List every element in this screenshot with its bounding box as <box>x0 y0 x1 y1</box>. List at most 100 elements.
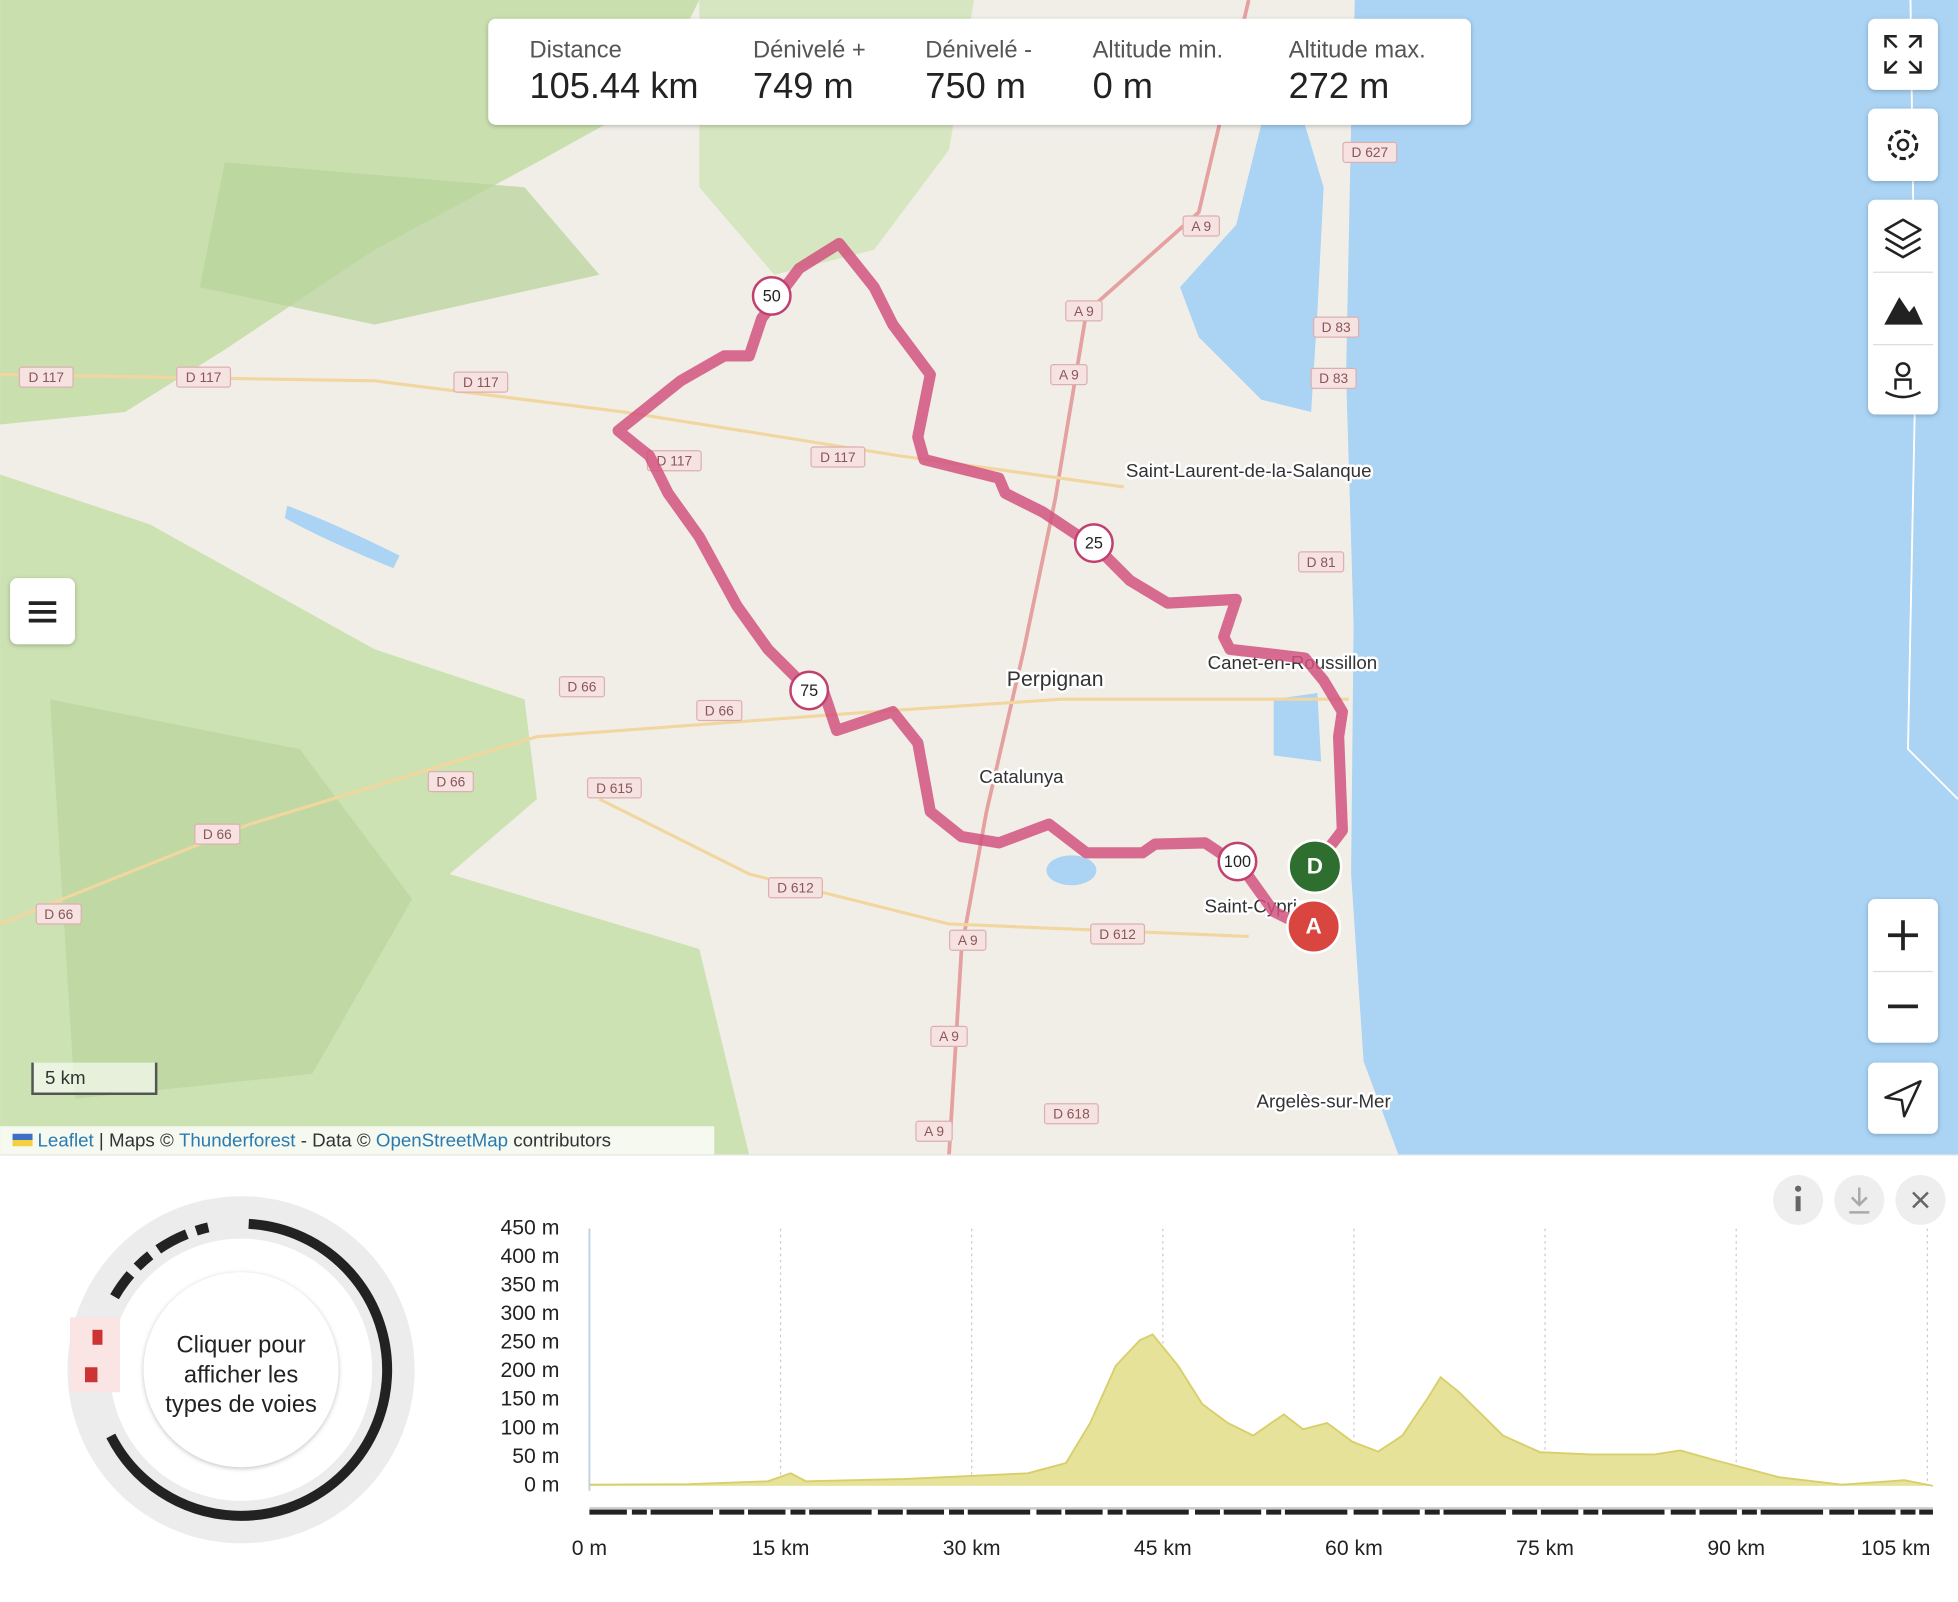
lagoon <box>1180 124 1324 413</box>
donut-center <box>143 1272 339 1468</box>
locate-icon <box>1884 1080 1922 1118</box>
y-tick-label: 150 m <box>500 1388 559 1411</box>
y-tick-label: 200 m <box>500 1359 559 1382</box>
road <box>0 373 1125 489</box>
person-icon <box>1895 362 1911 378</box>
road-label: D 66 <box>203 827 232 842</box>
flag <box>12 1133 33 1141</box>
road-types-chart[interactable]: Cliquer pour afficher les types de voies <box>41 1170 440 1569</box>
link[interactable]: OpenStreetMap <box>376 1129 508 1150</box>
y-tick-label: 300 m <box>500 1302 559 1325</box>
map[interactable]: D 627 A 9 A 9 A 9 D 83 D 83 D 117 D 117 D 117 D 1… <box>0 0 1958 1156</box>
link[interactable]: Thunderforest <box>179 1129 296 1150</box>
attribution-bg <box>0 1126 715 1155</box>
km-marker <box>789 670 830 711</box>
stat-label: Dénivelé + <box>753 37 866 63</box>
road-shield <box>930 1025 968 1047</box>
end-marker[interactable]: A <box>1286 899 1342 954</box>
road-label: D 81 <box>1307 555 1336 570</box>
person-icon <box>1884 378 1922 399</box>
road-label: D 117 <box>657 454 693 469</box>
place-label: Argelès-sur-Mer <box>1257 1090 1391 1111</box>
road-label: D 618 <box>1053 1107 1090 1122</box>
lake <box>1046 855 1097 886</box>
x-tick-label: 90 km <box>1707 1537 1765 1560</box>
road-shield <box>767 877 823 899</box>
road-label: A 9 <box>1074 304 1094 319</box>
forest <box>199 162 600 325</box>
road-shield <box>427 771 474 793</box>
scale-line <box>31 1062 158 1096</box>
lake <box>284 505 400 569</box>
start-marker[interactable]: D <box>1287 839 1343 895</box>
road-label: D 117 <box>463 375 499 390</box>
road-label: A 9 <box>1191 219 1211 234</box>
fullscreen-button[interactable] <box>1868 18 1938 90</box>
start-label: D <box>1307 854 1323 879</box>
stat-value: 750 m <box>925 65 1026 106</box>
text: | Maps © <box>94 1129 179 1150</box>
sea-border <box>1907 0 1958 800</box>
layers-button[interactable] <box>1884 218 1922 259</box>
road-shield <box>1050 363 1088 386</box>
road-label: D 117 <box>186 370 222 385</box>
road-shield <box>1342 141 1398 163</box>
zoom-in[interactable] <box>1888 920 1918 951</box>
donut-text: afficher les <box>184 1362 298 1388</box>
stat-value: 272 m <box>1289 65 1390 106</box>
stat-value: 749 m <box>753 65 854 106</box>
road-shield <box>696 699 743 722</box>
streetview-button[interactable] <box>1884 362 1922 399</box>
road-label: D 117 <box>28 370 64 385</box>
road-label: A 9 <box>924 1124 944 1139</box>
place-labels: Saint-Laurent-de-la-Salanque Perpignan Cat… <box>977 457 1393 1114</box>
layers-icon <box>1884 218 1922 259</box>
road-label: A 9 <box>958 933 978 948</box>
locate-button[interactable] <box>1868 1062 1938 1134</box>
menu-icon <box>28 601 57 623</box>
road-shield <box>1065 300 1103 322</box>
road-shield <box>1313 316 1360 338</box>
road-shield <box>1298 551 1345 573</box>
settings-button[interactable] <box>1868 108 1938 182</box>
y-tick-label: 450 m <box>500 1216 559 1239</box>
elevation-button[interactable] <box>1884 297 1923 325</box>
road-shield <box>1090 923 1146 945</box>
road-shield <box>915 1120 953 1142</box>
link[interactable]: Leaflet <box>38 1129 95 1150</box>
end-label: A <box>1306 914 1322 939</box>
road-shield <box>558 676 606 698</box>
y-tick-label: 350 m <box>500 1273 559 1296</box>
road-label: A 9 <box>1059 367 1079 382</box>
donut-mark <box>92 1329 103 1345</box>
route[interactable] <box>612 237 1348 933</box>
road-label: D 66 <box>44 907 73 922</box>
road-label: D 83 <box>1319 371 1348 386</box>
x-tick-label: 15 km <box>752 1537 810 1560</box>
km-marker <box>1217 841 1258 882</box>
road-shield <box>18 366 74 388</box>
km-label: 25 <box>1085 535 1103 553</box>
donut-text: types de voies <box>165 1392 317 1418</box>
donut-arc <box>89 1218 393 1521</box>
stat-value: 105.44 km <box>529 65 698 106</box>
stat-label: Altitude min. <box>1093 37 1224 63</box>
x-tick-label: 105 km <box>1861 1537 1931 1560</box>
settings-icon <box>1887 129 1919 161</box>
road-shield <box>35 903 82 925</box>
download-icon <box>1849 1187 1870 1214</box>
y-tick-label: 100 m <box>500 1416 559 1439</box>
stat-label: Altitude max. <box>1289 37 1426 63</box>
road-shield <box>949 929 987 951</box>
place-label: Perpignan <box>1007 668 1104 691</box>
donut-text: Cliquer pour <box>176 1332 305 1358</box>
road-label: D 117 <box>820 450 856 465</box>
road-label: A 9 <box>939 1029 959 1044</box>
stats-panel <box>488 18 1471 125</box>
controls <box>1868 18 1938 1134</box>
stat-label: Dénivelé - <box>925 37 1032 63</box>
fullscreen-icon <box>1884 34 1922 74</box>
